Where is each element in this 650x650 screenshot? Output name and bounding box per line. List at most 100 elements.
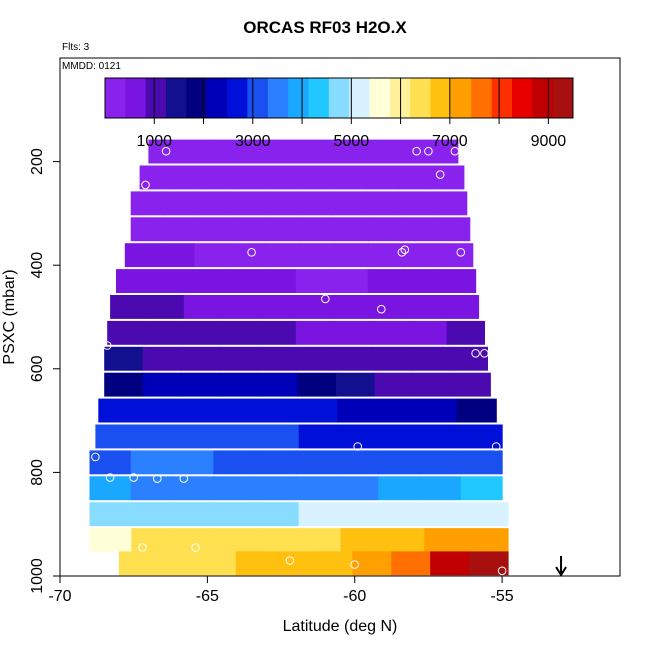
heatmap-cell bbox=[449, 346, 488, 371]
heatmap-cell bbox=[130, 450, 173, 475]
sample-point bbox=[480, 349, 489, 358]
heatmap-cell bbox=[461, 424, 503, 449]
heatmap-cell bbox=[378, 476, 421, 501]
colorbar-swatch bbox=[227, 78, 248, 118]
heatmap-cell bbox=[460, 450, 503, 475]
y-tick-label: 1000 bbox=[29, 558, 46, 594]
colorbar-tick-label: 7000 bbox=[432, 133, 468, 150]
sample-point bbox=[91, 452, 100, 462]
heatmap-cell bbox=[298, 424, 340, 449]
heatmap-cell bbox=[213, 450, 256, 475]
heatmap-cell bbox=[339, 424, 381, 449]
heatmap-cell bbox=[403, 243, 439, 268]
heatmap-cell bbox=[333, 243, 369, 268]
sample-point bbox=[179, 474, 189, 483]
heatmap-cell bbox=[334, 165, 368, 190]
heatmap-cell bbox=[372, 346, 412, 371]
sample-point bbox=[400, 245, 410, 254]
colorbar-tick-label: 1000 bbox=[136, 133, 172, 150]
heatmap-cell bbox=[382, 502, 425, 527]
heatmap-cell bbox=[264, 243, 300, 268]
heatmap-cell bbox=[231, 191, 266, 216]
heatmap-cell bbox=[148, 139, 180, 164]
sample-point bbox=[141, 180, 150, 190]
heatmap-cell bbox=[110, 295, 148, 319]
heatmap-cell bbox=[437, 243, 474, 268]
y-tick-label: 800 bbox=[29, 459, 46, 486]
heatmap-cell bbox=[177, 398, 219, 423]
heatmap-cell bbox=[337, 398, 378, 423]
heatmap-cell bbox=[256, 502, 300, 527]
date-label: MMDD: 0121 bbox=[62, 61, 121, 72]
heatmap-cell bbox=[130, 191, 165, 216]
heatmap-cell bbox=[365, 139, 397, 164]
heatmap-cell bbox=[403, 269, 441, 293]
heatmap-cell bbox=[297, 398, 338, 423]
heatmap-cell bbox=[335, 372, 376, 397]
heatmap-cell bbox=[404, 295, 443, 319]
heatmap-cell bbox=[236, 165, 270, 190]
heatmap-cell bbox=[220, 295, 258, 319]
y-tick-label: 200 bbox=[29, 148, 46, 175]
heatmap-cell bbox=[433, 191, 468, 216]
heatmap-cell bbox=[409, 320, 448, 345]
y-tick-label: 600 bbox=[29, 355, 46, 382]
heatmap-cell bbox=[130, 217, 166, 242]
heatmap-cell bbox=[182, 320, 221, 345]
heatmap-cell bbox=[210, 139, 242, 164]
heatmap-cell bbox=[431, 165, 465, 190]
heatmap-cell bbox=[334, 346, 373, 371]
heatmap-cell bbox=[139, 165, 173, 190]
colorbar-swatch bbox=[125, 78, 147, 118]
sample-point bbox=[105, 473, 115, 482]
heatmap-cell bbox=[331, 295, 369, 319]
heatmap-cell bbox=[366, 165, 400, 190]
colorbar-swatch bbox=[145, 78, 167, 118]
heatmap-cell bbox=[456, 398, 497, 423]
colorbar-frame bbox=[104, 77, 574, 119]
heatmap-cell bbox=[257, 398, 298, 423]
heatmap-cell bbox=[179, 139, 211, 164]
heatmap-cell bbox=[164, 217, 200, 242]
heatmap-cell bbox=[367, 269, 405, 293]
heatmap-cell bbox=[466, 528, 509, 552]
heatmap-cell bbox=[266, 217, 301, 242]
heatmap-cell bbox=[89, 450, 132, 475]
heatmap-cell bbox=[466, 502, 509, 527]
heatmap-cell bbox=[213, 476, 256, 501]
heatmap-cell bbox=[215, 528, 258, 552]
heatmap-cell bbox=[376, 398, 418, 423]
heatmap-cell bbox=[142, 372, 182, 397]
heatmap-cell bbox=[420, 424, 463, 449]
heatmap-cell bbox=[265, 191, 300, 216]
heatmap-cell bbox=[89, 476, 132, 501]
heatmap-cell bbox=[220, 372, 260, 397]
sample-point bbox=[161, 146, 171, 156]
heatmap-cell bbox=[142, 346, 182, 371]
heatmap-cell bbox=[301, 165, 335, 190]
heatmap-cell bbox=[332, 191, 367, 216]
heatmap-cell bbox=[220, 320, 259, 345]
x-axis-label: Latitude (deg N) bbox=[283, 618, 398, 635]
heatmap-cell bbox=[164, 191, 199, 216]
colorbar-swatch bbox=[532, 78, 554, 118]
heatmap-cell bbox=[401, 217, 437, 242]
heatmap-cell bbox=[337, 476, 379, 501]
sample-point bbox=[153, 474, 162, 483]
heatmap-cell bbox=[368, 243, 404, 268]
heatmap-cell bbox=[223, 269, 261, 293]
heatmap-cell bbox=[334, 217, 369, 242]
heatmap-cell bbox=[460, 476, 503, 501]
colorbar-swatch bbox=[512, 78, 533, 118]
sample-point bbox=[321, 294, 330, 304]
heatmap-cell bbox=[295, 320, 335, 345]
y-tick-label: 400 bbox=[29, 252, 46, 279]
heatmap-cell bbox=[235, 551, 276, 576]
heatmap-cell bbox=[136, 424, 178, 449]
heatmap-cell bbox=[217, 398, 259, 423]
sample-point bbox=[114, 255, 124, 265]
heatmap-cell bbox=[368, 217, 403, 242]
heatmap-cell bbox=[124, 243, 161, 268]
heatmap-cell bbox=[274, 551, 315, 576]
colorbar-swatch bbox=[552, 78, 574, 118]
